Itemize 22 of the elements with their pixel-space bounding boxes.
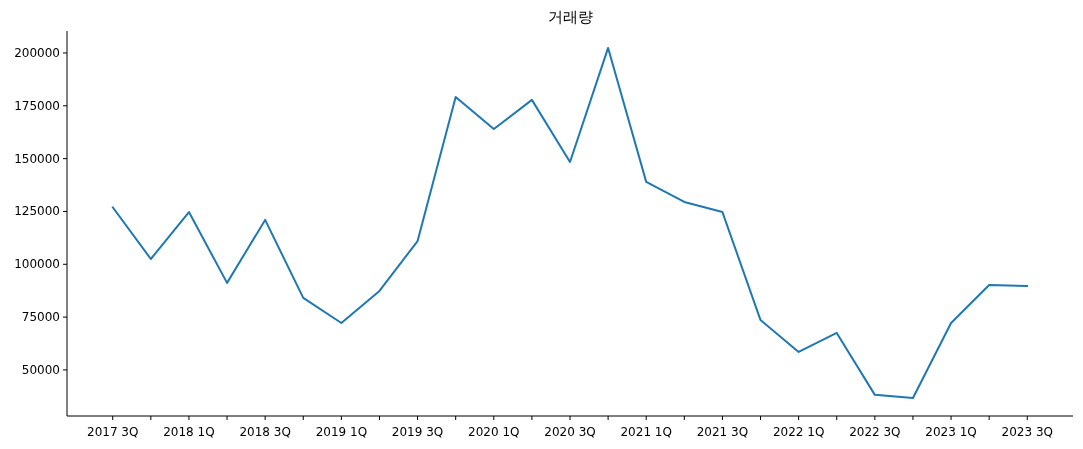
x-tick-label: 2022 1Q: [772, 425, 825, 439]
y-tick-label: 150000: [14, 151, 60, 166]
y-tick-label: 75000: [21, 310, 60, 325]
x-tick-label: 2019 1Q: [315, 425, 368, 439]
x-tick-label: 2019 3Q: [391, 425, 444, 439]
x-tick-label: 2021 3Q: [696, 425, 749, 439]
y-tick-label: 125000: [14, 204, 60, 219]
x-tick-label: 2020 1Q: [468, 425, 520, 439]
x-tick-label: 2023 3Q: [1001, 425, 1053, 439]
y-tick-label: 100000: [14, 257, 60, 272]
x-tick-label: 2022 3Q: [849, 425, 901, 439]
y-tick-label: 50000: [21, 362, 60, 377]
y-tick-label: 200000: [14, 45, 60, 60]
x-tick-label: 2023 1Q: [925, 425, 977, 439]
line-series: [111, 46, 1029, 400]
x-tick-label: 2018 3Q: [239, 425, 291, 439]
x-tick-label: 2017 3Q: [87, 425, 139, 439]
x-tick-label: 2021 1Q: [620, 425, 672, 439]
x-tick-label: 2018 1Q: [163, 425, 215, 439]
y-tick-label: 175000: [14, 98, 60, 113]
x-tick-label: 2020 3Q: [544, 425, 596, 439]
chart-title: 거래량: [547, 8, 593, 26]
